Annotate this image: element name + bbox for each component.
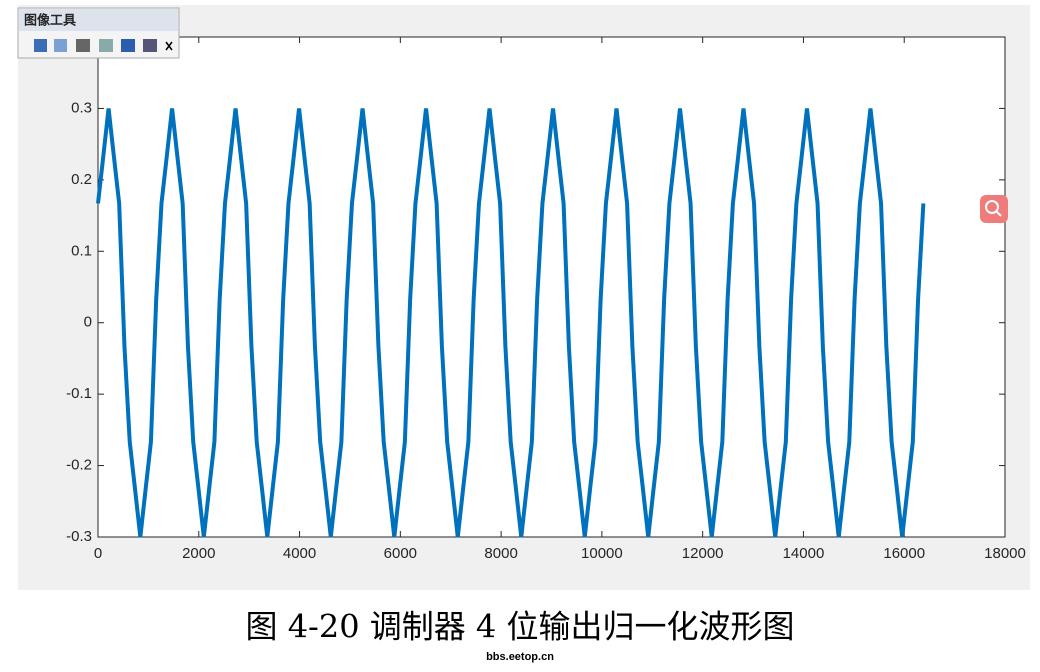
close-icon[interactable] xyxy=(165,41,173,51)
settings-icon[interactable] xyxy=(143,39,157,52)
x-tick-label: 16000 xyxy=(883,545,925,562)
save-icon[interactable] xyxy=(34,39,47,52)
x-tick-label: 2000 xyxy=(182,545,215,562)
y-tick-label: 0 xyxy=(84,314,92,331)
toolbar: 图像工具 xyxy=(17,7,180,59)
caption: 图 4-20 调制器 4 位输出归一化波形图 xyxy=(246,608,795,646)
data-line xyxy=(96,108,926,538)
x-tick-label: 4000 xyxy=(283,545,316,562)
y-tick-label: -0.1 xyxy=(66,385,92,402)
zoom-glass xyxy=(985,200,999,214)
zoom-button[interactable] xyxy=(980,195,1008,223)
x-tick-label: 6000 xyxy=(384,545,417,562)
zoom-bg[interactable] xyxy=(980,195,1008,223)
y-tick-label: -0.2 xyxy=(66,457,92,474)
x-tick-label: 8000 xyxy=(484,545,517,562)
y-tick-label: 0.3 xyxy=(71,99,92,116)
toolbar-title: 图像工具 xyxy=(24,12,76,27)
y-tick-label: 0.2 xyxy=(71,171,92,188)
x-tick-label: 0 xyxy=(94,545,102,562)
x-tick-label: 12000 xyxy=(682,545,724,562)
watermark: bbs.eetop.cn xyxy=(486,651,554,663)
x-tick-label: 18000 xyxy=(984,545,1026,562)
y-tick-label: -0.3 xyxy=(66,528,92,545)
plot: -0.3 -0.2 -0.1 0 0.1 0.2 0.3 0 2000 4000 6000 8000 1… xyxy=(66,37,1026,562)
toolbar-header xyxy=(19,9,178,31)
x-tick-label: 14000 xyxy=(783,545,825,562)
preview-icon[interactable] xyxy=(99,39,113,52)
copy-icon[interactable] xyxy=(54,39,67,52)
zoom-handle xyxy=(995,210,1002,217)
word-icon[interactable] xyxy=(121,39,135,52)
y-tick-label: 0.1 xyxy=(71,242,92,259)
x-tick-label: 10000 xyxy=(581,545,623,562)
print-icon[interactable] xyxy=(76,39,90,52)
